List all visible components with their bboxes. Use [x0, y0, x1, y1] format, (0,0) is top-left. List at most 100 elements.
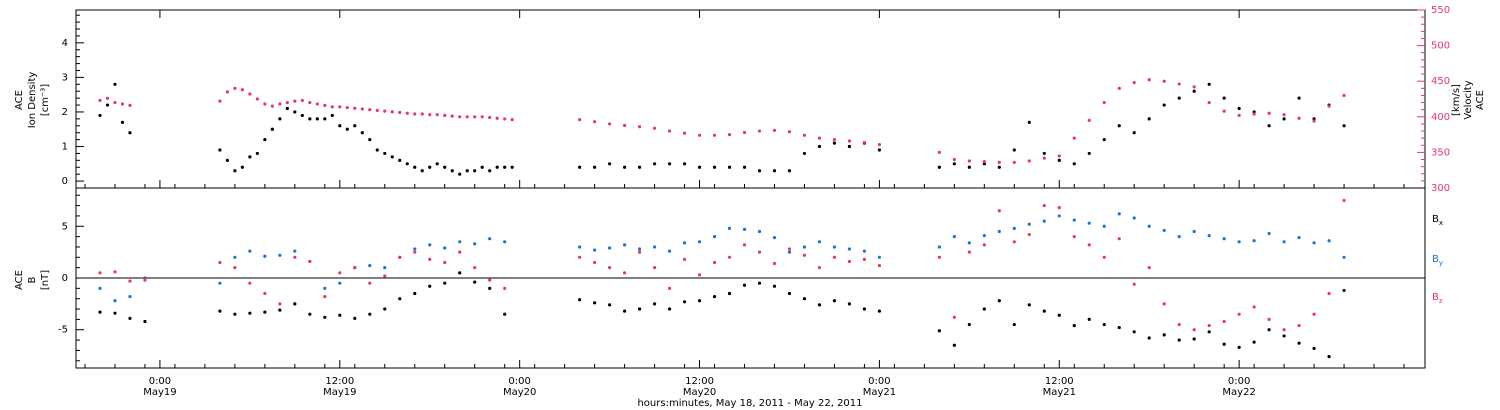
by-point [1072, 218, 1076, 222]
p2-ylabel-left: ACE B [nT] [14, 270, 51, 290]
bz-point [1252, 305, 1256, 309]
velocity-point [435, 113, 439, 117]
bz-point [128, 279, 132, 283]
bx-point [1132, 330, 1136, 334]
by-point [817, 240, 822, 244]
p1-data-points [98, 78, 1346, 176]
bz-point [1147, 266, 1151, 270]
bz-point [847, 259, 852, 264]
density-point [413, 165, 417, 169]
by-point [338, 281, 342, 285]
bx-point [413, 291, 417, 296]
by-point [937, 245, 941, 249]
density-point [390, 155, 394, 159]
p2-left-tick-label: -5 [58, 325, 68, 336]
velocity-point [1117, 86, 1121, 90]
velocity-point [1147, 78, 1151, 82]
velocity-point [847, 139, 852, 143]
by-point [1012, 226, 1016, 230]
velocity-point [667, 129, 672, 133]
bx-point [1297, 341, 1301, 345]
density-point [323, 117, 327, 121]
by-point [578, 245, 582, 249]
bz-point [443, 260, 447, 265]
velocity-point [413, 112, 417, 116]
bx-point [637, 307, 642, 311]
density-point [345, 127, 349, 131]
density-point [772, 169, 777, 173]
p1-left-tick-label: 2 [62, 107, 68, 118]
bx-point [937, 329, 941, 333]
bx-point [308, 312, 312, 316]
velocity-point [637, 125, 642, 129]
velocity-point [608, 122, 612, 126]
density-point [1087, 151, 1091, 156]
velocity-point [1312, 119, 1316, 123]
velocity-point [787, 130, 792, 134]
velocity-point [510, 118, 514, 122]
velocity-point [997, 160, 1001, 164]
bx-point [128, 316, 132, 320]
p1-ylabel-right-line1: ACE [1475, 90, 1486, 110]
velocity-point [727, 133, 732, 137]
velocity-point [383, 109, 387, 113]
by-point [1267, 231, 1271, 236]
bz-point [1117, 237, 1121, 241]
bx-point [338, 313, 342, 317]
by-point [1132, 216, 1136, 220]
bx-point [368, 312, 372, 316]
p2-left-ticks: -5 0 5 [58, 194, 84, 362]
bx-point [832, 299, 837, 303]
density-point [682, 162, 687, 166]
p2-ylabel-left-line3: [nT] [40, 270, 51, 290]
x-tick-date-label: May19 [143, 387, 176, 398]
bz-point [1042, 203, 1046, 208]
by-point [847, 247, 852, 251]
density-point [120, 120, 125, 124]
density-point [383, 151, 387, 156]
density-point [608, 162, 612, 166]
bx-point [1192, 337, 1196, 341]
bx-point [997, 299, 1001, 303]
bx-point [817, 303, 822, 307]
bz-point [1132, 282, 1136, 286]
p1-right-tick-label: 450 [1431, 76, 1450, 87]
velocity-point [240, 88, 244, 92]
bz-point [1177, 322, 1181, 327]
by-point [982, 233, 986, 238]
velocity-point [757, 129, 762, 133]
bx-point [263, 310, 267, 314]
by-point [787, 250, 792, 254]
velocity-point [1162, 79, 1166, 83]
velocity-point [300, 98, 304, 103]
bx-point [1282, 334, 1286, 338]
bx-point [593, 301, 597, 305]
velocity-point [323, 103, 327, 108]
bz-point [817, 266, 822, 270]
density-point [802, 151, 807, 156]
velocity-point [420, 112, 424, 116]
by-point [248, 249, 252, 253]
bz-point [937, 255, 941, 259]
p2-data-points [98, 198, 1346, 359]
by-point [682, 241, 687, 245]
velocity-point [338, 105, 342, 109]
legend-bx-sub: x [1439, 219, 1443, 227]
by-point [1282, 240, 1286, 244]
by-point [832, 245, 837, 249]
density-point [952, 162, 956, 166]
p1-right-ticks: 300 350 400 450 500 550 [1417, 5, 1450, 194]
bz-point [802, 253, 807, 257]
p1-right-tick-label: 550 [1431, 5, 1450, 16]
by-point [727, 226, 732, 230]
bx-point [458, 271, 462, 275]
bx-point [772, 284, 777, 288]
velocity-point [1282, 113, 1286, 117]
bx-point [578, 298, 582, 302]
bx-point [1237, 345, 1241, 349]
velocity-point [817, 136, 822, 140]
velocity-point [1297, 116, 1301, 120]
velocity-point [982, 160, 986, 164]
density-point [1162, 103, 1166, 107]
bz-point [608, 266, 612, 270]
